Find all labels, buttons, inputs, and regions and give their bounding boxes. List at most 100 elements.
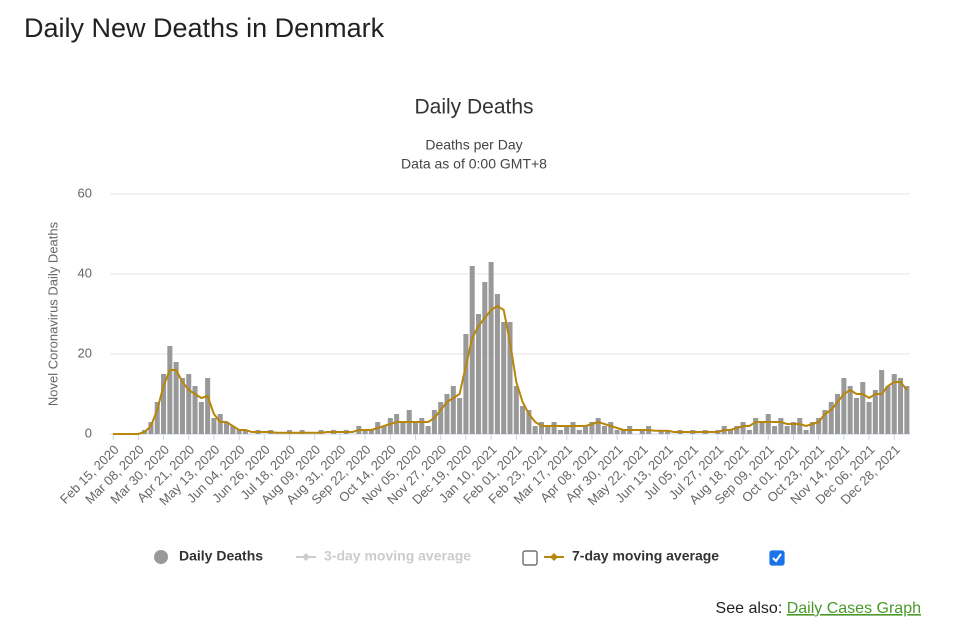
line (113, 304, 908, 435)
bar (387, 418, 393, 434)
bar (891, 374, 897, 434)
bar (608, 422, 614, 434)
bar (885, 386, 891, 434)
checkbox[interactable] (522, 550, 538, 566)
bar (242, 430, 248, 434)
bar (803, 430, 809, 434)
bar (583, 426, 589, 434)
bar (746, 430, 752, 434)
bar (727, 430, 733, 434)
bar (740, 422, 746, 434)
bar (835, 394, 841, 434)
bar (192, 386, 198, 434)
bar (551, 422, 557, 434)
bar (778, 418, 784, 434)
bar (186, 374, 192, 434)
bar (230, 426, 236, 434)
bar (816, 418, 822, 434)
bar (526, 410, 532, 434)
bar (753, 418, 759, 434)
page-title: Daily New Deaths in Denmark (24, 13, 385, 43)
bar (564, 426, 570, 434)
bar (772, 426, 778, 434)
bar (154, 402, 160, 434)
chart-subtitle: Deaths per Day (425, 137, 522, 153)
bar (589, 422, 595, 434)
bar (224, 422, 230, 434)
bar (664, 430, 670, 434)
bar (904, 386, 910, 434)
bar (841, 378, 847, 434)
bar (639, 430, 645, 434)
bar (161, 374, 167, 434)
bar (879, 370, 885, 434)
bar (513, 386, 519, 434)
bar (601, 426, 608, 434)
bar (381, 426, 387, 434)
bar (217, 414, 223, 434)
bar (167, 346, 173, 434)
bar (475, 314, 482, 434)
bar (205, 378, 211, 434)
bar (557, 430, 563, 434)
bar (620, 430, 626, 434)
bar (828, 402, 834, 434)
bar (866, 402, 872, 434)
bar (425, 426, 431, 434)
legend-label: Daily Deaths (179, 548, 263, 564)
bar (394, 414, 400, 434)
checkmark (772, 553, 782, 563)
see-also: See also: Daily Cases Graph (716, 600, 921, 617)
bar (734, 426, 740, 434)
bar (765, 414, 771, 434)
link[interactable]: Daily Cases Graph (787, 600, 921, 617)
bar (457, 398, 463, 434)
bar (431, 410, 437, 434)
bar (784, 426, 790, 434)
bar (488, 262, 494, 434)
bar (494, 294, 500, 434)
bar (173, 362, 179, 434)
bar (759, 422, 765, 434)
bar (853, 398, 859, 434)
bar (520, 406, 526, 434)
y-axis-label: Novel Coronavirus Daily Deaths (45, 221, 60, 406)
bar (211, 418, 217, 434)
bar (898, 378, 904, 434)
y-tick-label: 60 (78, 185, 92, 200)
bar (872, 390, 878, 434)
bar (576, 430, 582, 434)
bar (198, 402, 204, 434)
bar (444, 394, 450, 434)
bar (822, 410, 828, 434)
bar (847, 386, 853, 434)
bar (469, 266, 475, 434)
bar (538, 422, 545, 434)
bar (501, 322, 507, 434)
bar (368, 430, 374, 434)
bar (860, 382, 866, 434)
bar (362, 430, 368, 434)
y-tick-label: 40 (78, 265, 92, 280)
y-tick-label: 20 (78, 345, 92, 360)
legend-symbol (550, 553, 558, 561)
bar (545, 426, 551, 434)
bar (438, 402, 444, 434)
bar (570, 422, 576, 434)
bar (450, 386, 456, 434)
chart-subtitle: Data as of 0:00 GMT+8 (401, 156, 547, 172)
chart-title: Daily Deaths (414, 96, 533, 119)
bar (412, 422, 419, 434)
bar (419, 418, 425, 434)
bar (595, 418, 601, 434)
bar (507, 322, 513, 434)
bar (482, 282, 488, 434)
bar (790, 422, 796, 434)
bar (463, 334, 469, 434)
bar (658, 430, 664, 434)
bar (400, 422, 406, 434)
see-also-label: See also: (716, 600, 783, 617)
bar (236, 430, 242, 434)
